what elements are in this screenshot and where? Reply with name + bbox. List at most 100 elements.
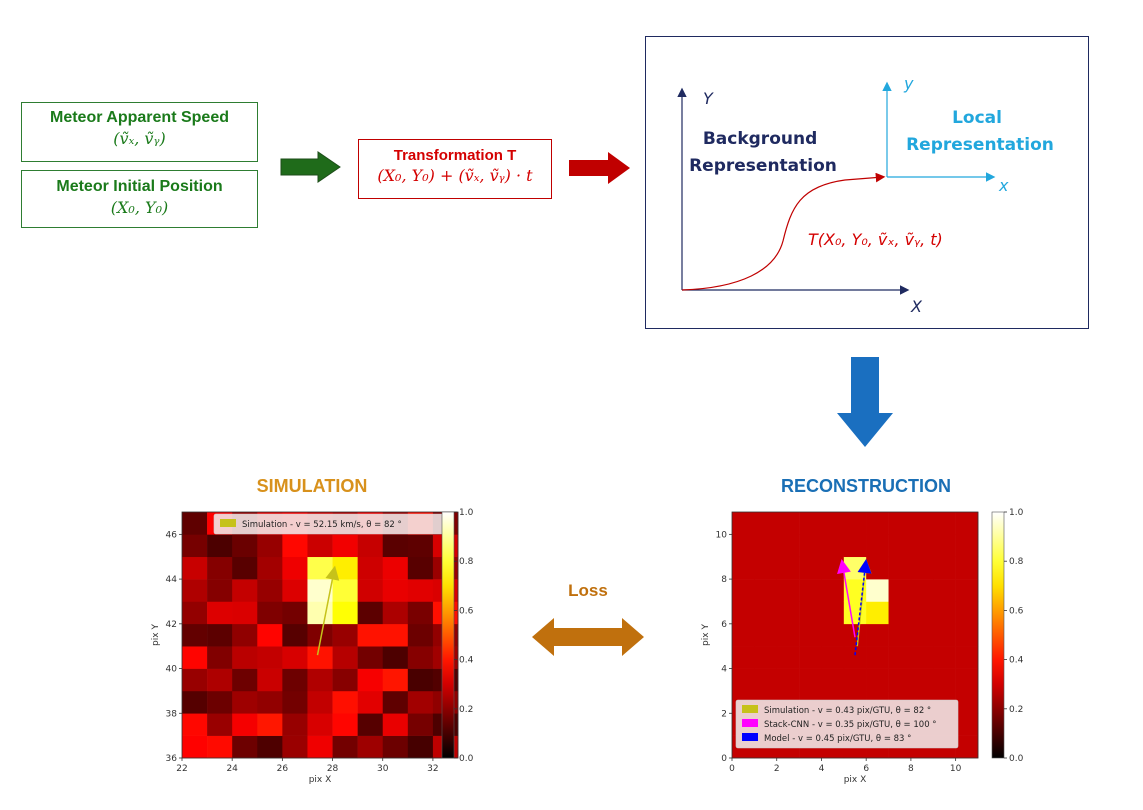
heatmap-cell <box>933 579 956 602</box>
x-tick-label: 26 <box>277 764 289 774</box>
meteor-position-formula: (X₀, Y₀) <box>110 198 169 218</box>
heatmap-cell <box>357 556 384 580</box>
heatmap-cell <box>307 579 333 602</box>
heatmap-cell <box>732 556 755 580</box>
heatmap-cell <box>843 579 867 602</box>
heatmap-cell <box>888 556 912 580</box>
heatmap-cell <box>910 668 934 692</box>
heatmap-cell <box>257 690 283 714</box>
heatmap-cell <box>357 668 384 692</box>
heatmap-cell <box>182 534 208 558</box>
heatmap-cell <box>799 601 822 625</box>
heatmap-cell <box>182 690 208 714</box>
y-tick-label: 10 <box>716 530 728 540</box>
heatmap-cell <box>282 668 308 692</box>
meteor-position-title: Meteor Initial Position <box>56 178 223 195</box>
simulation-legend: Simulation - v = 52.15 km/s, θ = 82 ° <box>213 513 449 535</box>
heatmap-cell <box>282 556 308 580</box>
heatmap-cell <box>232 601 258 625</box>
heatmap-cell <box>182 601 208 625</box>
heatmap-cell <box>776 623 800 647</box>
heatmap-cell <box>407 556 434 580</box>
colorbar-tick-label: 0.4 <box>459 656 474 666</box>
heatmap-cell <box>754 579 778 602</box>
heatmap-cell <box>776 579 800 602</box>
transformation-title: Transformation T <box>393 147 517 164</box>
heatmap-cell <box>232 735 258 759</box>
reconstruction-legend: Simulation - v = 0.43 pix/GTU, θ = 82 ° S… <box>735 699 959 749</box>
heatmap-cell <box>933 512 956 535</box>
heatmap-cell <box>182 512 208 535</box>
heatmap-cell <box>282 690 308 714</box>
x-tick-label: 30 <box>377 764 389 774</box>
heatmap-cell <box>821 512 845 535</box>
heatmap-cell <box>207 623 233 647</box>
heatmap-cell <box>955 534 979 558</box>
heatmap-cell <box>382 713 409 736</box>
heatmap-cell <box>933 556 956 580</box>
x-tick-label: 22 <box>176 764 187 774</box>
heatmap-cell <box>910 646 934 669</box>
heatmap-cell <box>754 556 778 580</box>
heatmap-cell <box>799 512 822 535</box>
heatmap-cell <box>955 623 979 647</box>
reconstruction-ylabel: pix Y <box>701 624 711 646</box>
heatmap-cell <box>888 601 912 625</box>
heatmap-cell <box>754 623 778 647</box>
heatmap-cell <box>732 512 755 535</box>
heatmap-cell <box>732 601 755 625</box>
y-tick-label: 38 <box>166 709 178 719</box>
heatmap-cell <box>799 556 822 580</box>
transformation-box: Transformation T (X₀, Y₀) + (ṽₓ, ṽᵧ) · t <box>358 139 552 199</box>
colorbar-tick-label: 0.0 <box>1009 754 1024 764</box>
colorbar-tick-label: 0.8 <box>459 557 474 567</box>
heatmap-cell <box>407 690 434 714</box>
heatmap-cell <box>843 534 867 558</box>
simulation-arrow-shaft <box>316 579 334 656</box>
heatmap-cell <box>888 668 912 692</box>
reconstruction-arrow-1-head <box>837 558 851 574</box>
meteor-speed-box: Meteor Apparent Speed (ṽₓ, ṽᵧ) <box>21 102 258 162</box>
background-label-line1: Background <box>703 129 817 149</box>
loss-arrow <box>532 618 644 656</box>
heatmap-cell <box>776 512 800 535</box>
reconstruction-arrow-2-shaft <box>854 572 866 656</box>
x-tick-label: 10 <box>950 764 962 774</box>
heatmap-cell <box>955 668 979 692</box>
heatmap-cell <box>821 646 845 669</box>
heatmap-cell <box>207 713 233 736</box>
heatmap-cell <box>207 556 233 580</box>
heatmap-cell <box>332 534 358 558</box>
heatmap-cell <box>257 579 283 602</box>
heatmap-cell <box>182 668 208 692</box>
heatmap-cell <box>332 646 358 669</box>
heatmap-cell <box>732 668 755 692</box>
heatmap-cell <box>776 668 800 692</box>
heatmap-cell <box>332 713 358 736</box>
heatmap-cell <box>933 646 956 669</box>
heatmap-cell <box>357 735 384 759</box>
meteor-speed-formula: (ṽₓ, ṽᵧ) <box>113 129 166 149</box>
heatmap-cell <box>910 623 934 647</box>
heatmap-cell <box>182 713 208 736</box>
colorbar-tick-label: 1.0 <box>1009 508 1024 518</box>
curve-label: T(X₀, Y₀, ṽₓ, ṽᵧ, t) <box>808 230 943 249</box>
simulation-colorbar: 1.0 0.8 0.6 0.4 0.2 0.0 <box>441 508 474 764</box>
heatmap-cell <box>232 646 258 669</box>
heatmap-cell <box>776 556 800 580</box>
y-tick-label: 46 <box>166 530 178 540</box>
heatmap-cell <box>357 534 384 558</box>
heatmap-cell <box>910 601 934 625</box>
heatmap-cell <box>382 534 409 558</box>
simulation-heading: SIMULATION <box>256 476 368 496</box>
heatmap-cell <box>407 646 434 669</box>
heatmap-cell <box>332 601 358 625</box>
heatmap-cell <box>866 623 889 647</box>
legend-swatch <box>742 733 758 741</box>
heatmap-cell <box>207 534 233 558</box>
simulation-heatmap <box>182 512 459 759</box>
heatmap-cell <box>407 735 434 759</box>
axis-X-label: X <box>910 297 923 316</box>
x-tick-label: 8 <box>908 764 914 774</box>
axis-Y-label: Y <box>703 89 714 108</box>
